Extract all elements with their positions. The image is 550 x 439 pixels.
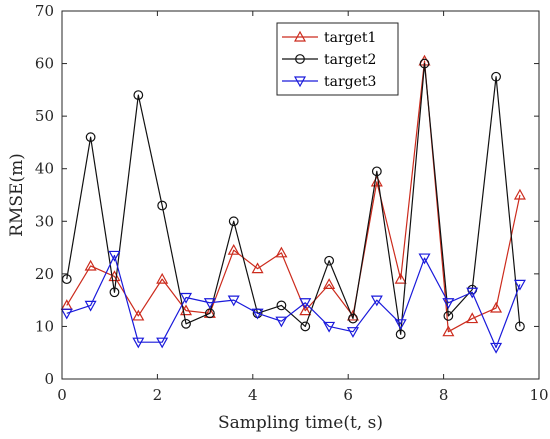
axis-ticks: 0 2 4 6 8 10 0 10 20 30 40 50 60 70 <box>35 2 549 404</box>
y-tick-label: 0 <box>44 370 54 388</box>
data-point-target1 <box>323 278 336 289</box>
data-point-target3 <box>227 295 240 307</box>
data-point-target1 <box>466 312 479 324</box>
data-point-target2 <box>157 200 168 211</box>
plot-frame <box>61 10 540 380</box>
data-point-target2 <box>443 311 454 321</box>
x-tick-label: 2 <box>153 386 163 404</box>
data-point-target3 <box>394 319 407 331</box>
data-point-target3 <box>84 300 97 312</box>
data-point-target3 <box>346 327 359 338</box>
x-axis-label: Sampling time(t, s) <box>218 413 383 433</box>
data-point-target1 <box>513 188 526 200</box>
x-tick-label: 10 <box>529 386 548 404</box>
data-point-target2 <box>85 132 96 143</box>
data-point-target3 <box>156 337 169 349</box>
series-target2 <box>61 58 525 340</box>
y-axis-label: RMSE(m) <box>7 153 27 237</box>
data-point-target1 <box>490 301 503 313</box>
legend-marker-target2 <box>295 54 305 64</box>
data-point-target3 <box>275 316 288 328</box>
legend-marker-target1 <box>293 30 307 42</box>
data-point-target3 <box>370 295 383 307</box>
data-point-target1 <box>156 272 169 284</box>
series-layer <box>60 54 526 354</box>
x-tick-label: 0 <box>57 386 67 404</box>
data-point-target3 <box>251 308 264 320</box>
data-point-target1 <box>394 272 407 284</box>
data-point-target2 <box>133 90 144 101</box>
data-point-target2 <box>491 71 501 82</box>
y-tick-label: 20 <box>35 265 54 283</box>
legend: target1 target2 target3 <box>276 22 399 96</box>
data-point-target3 <box>60 308 73 320</box>
y-tick-label: 10 <box>35 317 54 335</box>
data-point-target2 <box>181 318 191 329</box>
data-point-target3 <box>513 279 526 291</box>
data-point-target3 <box>418 253 431 265</box>
data-point-target1 <box>227 243 240 255</box>
legend-label-target1: target1 <box>324 30 376 46</box>
data-point-target1 <box>442 325 455 337</box>
data-point-target3 <box>466 287 479 299</box>
series-line-target3 <box>66 254 521 349</box>
legend-marker-shape <box>295 54 305 64</box>
data-point-target2 <box>228 216 239 227</box>
legend-label-target2: target2 <box>324 52 376 68</box>
legend-marker-shape <box>293 30 307 42</box>
data-point-target2 <box>300 321 311 332</box>
data-point-target2 <box>109 287 120 298</box>
data-point-target1 <box>275 246 288 258</box>
data-point-target1 <box>299 304 312 316</box>
data-point-target2 <box>276 300 287 311</box>
data-point-target2 <box>515 321 525 332</box>
y-tick-label: 60 <box>35 55 54 73</box>
data-point-target3 <box>490 342 503 354</box>
legend-label-target3: target3 <box>324 74 376 90</box>
x-tick-label: 6 <box>343 386 353 404</box>
data-point-target1 <box>132 309 145 321</box>
series-line-target1 <box>66 60 521 333</box>
data-point-target3 <box>323 321 336 333</box>
legend-marker-shape <box>293 76 307 88</box>
x-tick-label: 8 <box>439 386 449 404</box>
data-point-target3 <box>203 298 216 310</box>
data-point-target1 <box>84 259 97 271</box>
data-point-target2 <box>324 255 335 266</box>
series-target3 <box>60 250 526 354</box>
data-point-target3 <box>180 292 193 304</box>
y-tick-label: 30 <box>35 212 54 230</box>
data-point-target3 <box>299 298 312 310</box>
data-point-target3 <box>442 298 455 310</box>
y-tick-label: 50 <box>35 107 54 125</box>
data-point-target3 <box>132 337 145 349</box>
y-tick-label: 70 <box>35 2 54 20</box>
data-point-target1 <box>251 262 264 274</box>
data-point-target2 <box>419 58 430 69</box>
data-point-target2 <box>371 166 382 177</box>
series-line-target2 <box>66 62 521 335</box>
y-tick-label: 40 <box>35 160 54 178</box>
legend-marker-target3 <box>293 76 307 88</box>
data-point-target3 <box>108 250 121 262</box>
x-tick-label: 4 <box>248 386 258 404</box>
data-point-target1 <box>370 175 383 187</box>
data-point-target2 <box>348 313 358 324</box>
